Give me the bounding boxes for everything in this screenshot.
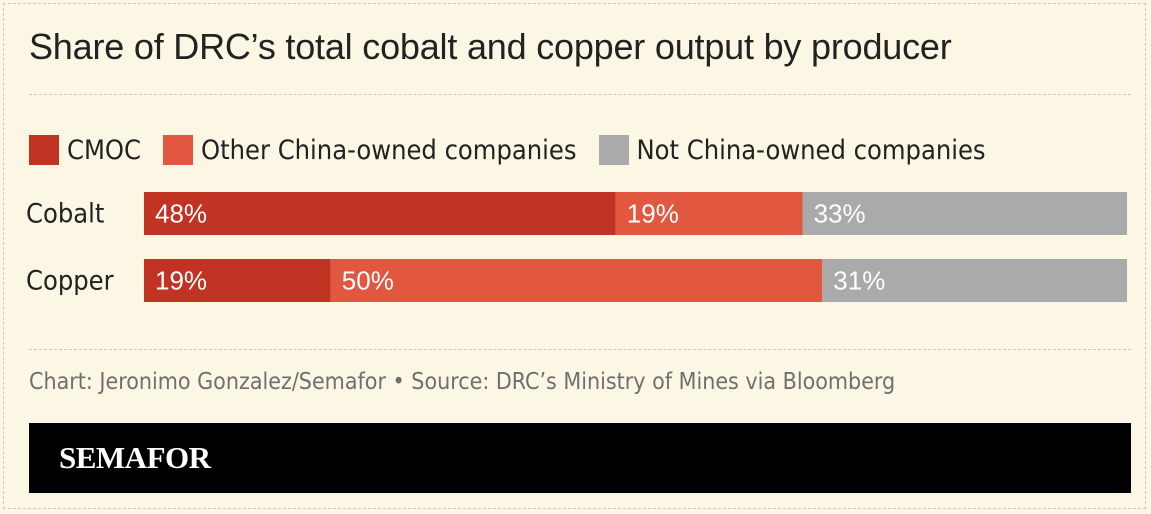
legend-label-cmoc: CMOC (67, 134, 142, 166)
data-label-cobalt-not-china: 33% (814, 199, 866, 229)
legend-item-cmoc: CMOC (29, 135, 141, 166)
legend-swatch-cmoc (29, 135, 59, 165)
bar-copper-not-china (822, 259, 1127, 302)
data-label-copper-other-china: 50% (342, 266, 394, 296)
chart-title: Share of DRC’s total cobalt and copper o… (29, 26, 952, 67)
footer-bar: SEMAFOR (29, 423, 1131, 493)
caption-divider (29, 349, 1131, 350)
legend: CMOC Other China-owned companies Not Chi… (29, 133, 986, 167)
category-label-cobalt: Cobalt (26, 199, 104, 230)
data-label-cobalt-cmoc: 48% (155, 199, 207, 229)
legend-swatch-other-china (163, 135, 194, 165)
legend-label-not-china: Not China-owned companies (636, 134, 986, 166)
bar-cobalt-cmoc (144, 192, 616, 235)
bar-cobalt-not-china (802, 192, 1127, 235)
title-divider (29, 94, 1131, 95)
chart-caption: Chart: Jeronimo Gonzalez/Semafor • Sourc… (29, 369, 896, 395)
data-label-copper-not-china: 31% (833, 266, 885, 296)
data-label-cobalt-other-china: 19% (627, 199, 679, 229)
legend-item-not-china: Not China-owned companies (598, 134, 986, 166)
stacked-bar-chart: Cobalt 48% 19% 33% Copper 19% 50% 31% (26, 192, 1127, 302)
semafor-logo: SEMAFOR (59, 440, 211, 475)
legend-swatch-not-china (598, 135, 629, 165)
chart-card: Share of DRC’s total cobalt and copper o… (3, 3, 1146, 509)
legend-item-other-china: Other China-owned companies (163, 135, 577, 166)
bar-copper-cmoc (144, 259, 331, 302)
bar-cobalt-other-china (615, 192, 803, 235)
bar-copper-other-china (330, 259, 823, 302)
legend-label-other-china: Other China-owned companies (201, 134, 577, 166)
category-label-copper: Copper (26, 266, 114, 297)
data-label-copper-cmoc: 19% (155, 266, 207, 296)
